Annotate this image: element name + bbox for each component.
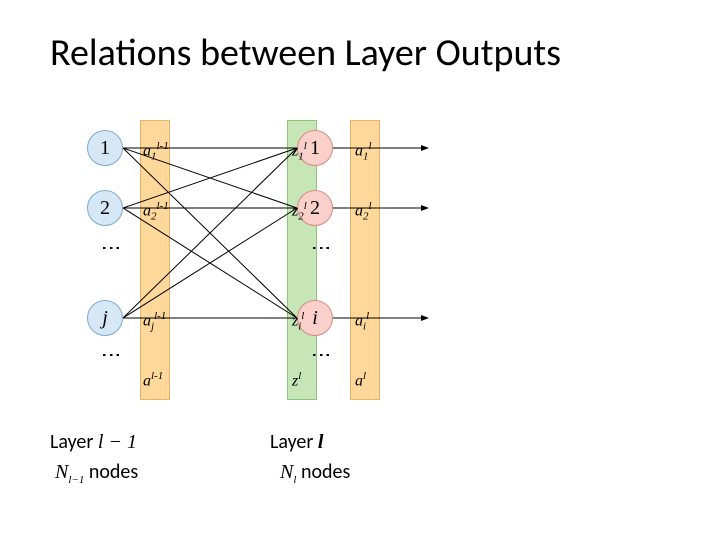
edges <box>50 120 500 420</box>
label-a-l-i: ail <box>355 310 369 333</box>
label-a-l1-j: ajl-1 <box>143 310 166 333</box>
vdots-left-2: ⋮ <box>101 345 121 367</box>
label-a-l1-2: a2l-1 <box>143 200 169 223</box>
label-z-l-1: z1l <box>292 140 307 163</box>
caption-nodes-right: Nl nodes <box>280 460 350 486</box>
caption-layer-right: Layer l <box>270 430 323 454</box>
label-z-l-i: zil <box>292 310 304 333</box>
vdots-right-1: ⋮ <box>311 238 331 260</box>
label-a-l-2: a2l <box>355 200 372 223</box>
slide-title: Relations between Layer Outputs <box>50 30 561 76</box>
vdots-left-1: ⋮ <box>101 238 121 260</box>
left-node-j: j <box>87 300 123 336</box>
network-diagram: 1 2 j 1 2 i ⋮ ⋮ ⋮ ⋮ a1l-1 a2l-1 ajl-1 al… <box>50 120 500 420</box>
left-node-1: 1 <box>87 130 123 166</box>
caption-layer-left: Layer l − 1 <box>50 430 137 454</box>
label-a-l-1: a1l <box>355 140 372 163</box>
label-z-l-2: z2l <box>292 200 307 223</box>
caption-nodes-left: Nl−1 nodes <box>55 460 138 486</box>
label-a-l1: al-1 <box>143 370 163 390</box>
vdots-right-2: ⋮ <box>311 345 331 367</box>
label-z-l: zl <box>292 370 301 390</box>
label-a-l: al <box>355 370 366 390</box>
left-node-2: 2 <box>87 190 123 226</box>
label-a-l1-1: a1l-1 <box>143 140 169 163</box>
